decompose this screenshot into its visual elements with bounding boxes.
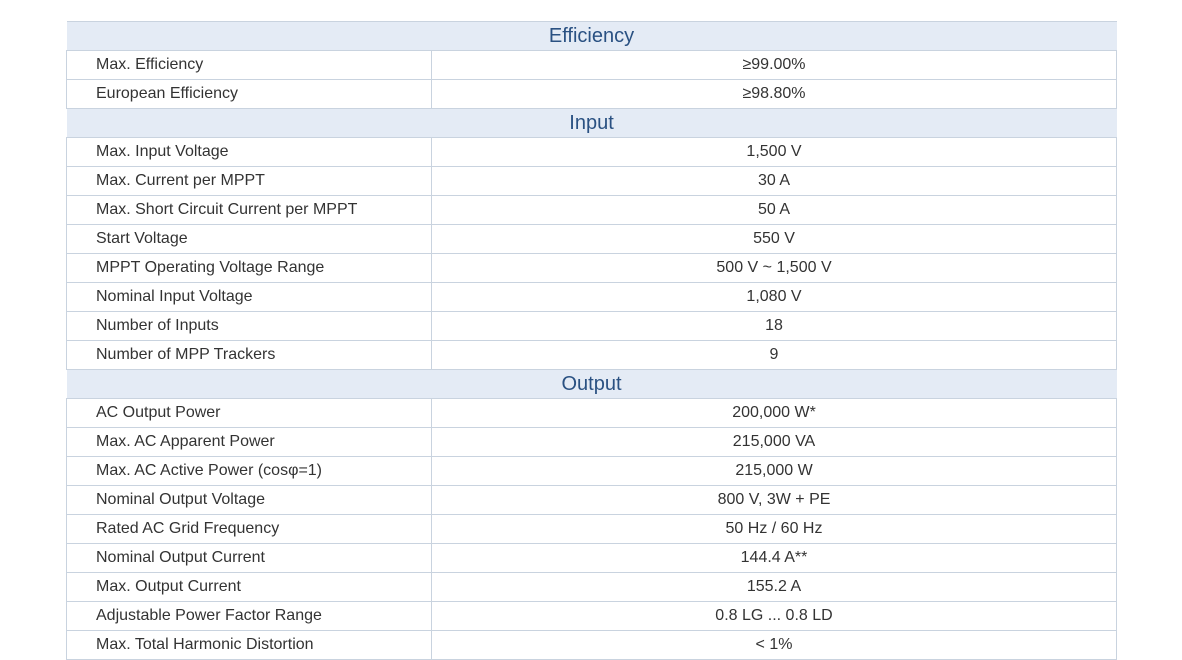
section-header-output: Output	[66, 369, 1117, 399]
spec-table: Efficiency Max. Efficiency ≥99.00% Europ…	[66, 21, 1118, 660]
table-row: Adjustable Power Factor Range 0.8 LG ...…	[66, 601, 1118, 631]
spec-value: 50 A	[431, 195, 1118, 225]
spec-value: 18	[431, 311, 1118, 341]
spec-label: Max. Output Current	[66, 572, 432, 602]
spec-label: Max. Input Voltage	[66, 137, 432, 167]
table-row: Start Voltage 550 V	[66, 224, 1118, 254]
spec-label: Number of MPP Trackers	[66, 340, 432, 370]
spec-value: 30 A	[431, 166, 1118, 196]
table-row: Max. AC Apparent Power 215,000 VA	[66, 427, 1118, 457]
spec-label: Max. Current per MPPT	[66, 166, 432, 196]
table-row: Max. Output Current 155.2 A	[66, 572, 1118, 602]
spec-label: Nominal Input Voltage	[66, 282, 432, 312]
spec-value: 550 V	[431, 224, 1118, 254]
section-header-input: Input	[66, 108, 1117, 138]
spec-value: 1,080 V	[431, 282, 1118, 312]
spec-label: Start Voltage	[66, 224, 432, 254]
spec-value: 500 V ~ 1,500 V	[431, 253, 1118, 283]
spec-label: Nominal Output Current	[66, 543, 432, 573]
section-title: Input	[66, 108, 1117, 138]
table-row: MPPT Operating Voltage Range 500 V ~ 1,5…	[66, 253, 1118, 283]
spec-label: Max. Short Circuit Current per MPPT	[66, 195, 432, 225]
spec-value: 1,500 V	[431, 137, 1118, 167]
table-row: Max. Current per MPPT 30 A	[66, 166, 1118, 196]
spec-value: 215,000 W	[431, 456, 1118, 486]
table-row: Max. AC Active Power (cosφ=1) 215,000 W	[66, 456, 1118, 486]
spec-value: < 1%	[431, 630, 1118, 660]
spec-value: 155.2 A	[431, 572, 1118, 602]
spec-value: 200,000 W*	[431, 398, 1118, 428]
spec-value: 9	[431, 340, 1118, 370]
spec-value: 800 V, 3W + PE	[431, 485, 1118, 515]
table-row: Max. Input Voltage 1,500 V	[66, 137, 1118, 167]
section-header-efficiency: Efficiency	[66, 21, 1117, 51]
table-row: Nominal Output Current 144.4 A**	[66, 543, 1118, 573]
spec-label: European Efficiency	[66, 79, 432, 109]
spec-value: ≥99.00%	[431, 50, 1118, 80]
spec-label: Max. Efficiency	[66, 50, 432, 80]
spec-label: Number of Inputs	[66, 311, 432, 341]
spec-value: 144.4 A**	[431, 543, 1118, 573]
spec-value: ≥98.80%	[431, 79, 1118, 109]
spec-label: Max. AC Active Power (cosφ=1)	[66, 456, 432, 486]
table-row: Rated AC Grid Frequency 50 Hz / 60 Hz	[66, 514, 1118, 544]
table-row: Max. Short Circuit Current per MPPT 50 A	[66, 195, 1118, 225]
spec-label: AC Output Power	[66, 398, 432, 428]
section-title: Efficiency	[66, 21, 1117, 51]
section-title: Output	[66, 369, 1117, 399]
table-row: AC Output Power 200,000 W*	[66, 398, 1118, 428]
spec-label: Rated AC Grid Frequency	[66, 514, 432, 544]
table-row: Max. Total Harmonic Distortion < 1%	[66, 630, 1118, 660]
table-row: European Efficiency ≥98.80%	[66, 79, 1118, 109]
table-row: Nominal Input Voltage 1,080 V	[66, 282, 1118, 312]
spec-label: Max. AC Apparent Power	[66, 427, 432, 457]
spec-label: Max. Total Harmonic Distortion	[66, 630, 432, 660]
table-row: Max. Efficiency ≥99.00%	[66, 50, 1118, 80]
spec-label: Nominal Output Voltage	[66, 485, 432, 515]
table-row: Number of MPP Trackers 9	[66, 340, 1118, 370]
spec-label: Adjustable Power Factor Range	[66, 601, 432, 631]
spec-value: 215,000 VA	[431, 427, 1118, 457]
spec-label: MPPT Operating Voltage Range	[66, 253, 432, 283]
spec-value: 50 Hz / 60 Hz	[431, 514, 1118, 544]
table-row: Number of Inputs 18	[66, 311, 1118, 341]
spec-value: 0.8 LG ... 0.8 LD	[431, 601, 1118, 631]
table-row: Nominal Output Voltage 800 V, 3W + PE	[66, 485, 1118, 515]
